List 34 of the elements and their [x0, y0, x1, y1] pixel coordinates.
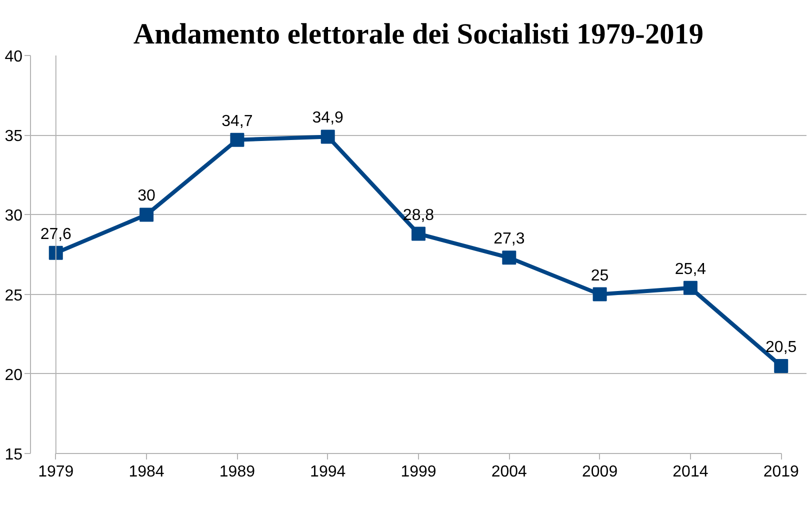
data-label: 25,4: [674, 260, 706, 278]
data-label: 25: [590, 267, 609, 284]
data-label: 34,7: [222, 112, 253, 130]
point: [230, 132, 244, 147]
point: [412, 226, 426, 241]
data-label: 34,9: [312, 110, 344, 127]
y-tick-label: 30: [4, 208, 23, 225]
point: [592, 287, 607, 302]
chart-title: Andamento elettorale dei Socialisti 1979-2019: [133, 18, 704, 50]
x-tick-label: 1984: [128, 464, 164, 480]
data-label: 28,8: [402, 206, 434, 224]
x-tick-label: 1999: [400, 464, 436, 480]
data-label: 20,5: [766, 338, 797, 356]
y-tick-label: 40: [4, 48, 23, 66]
x-tick-label: 2009: [582, 464, 618, 480]
x-tick-label: 2014: [672, 464, 708, 480]
x-tick-label: 1994: [310, 464, 346, 480]
point: [683, 280, 698, 295]
y-tick-label: 25: [4, 287, 23, 304]
y-tick-label: 20: [4, 366, 23, 384]
point: [502, 250, 516, 265]
point: [320, 130, 335, 144]
x-tick-label: 2019: [763, 464, 800, 480]
point: [48, 246, 63, 260]
point: [140, 208, 154, 222]
data-label: 27,3: [494, 230, 525, 248]
data-label: 27,6: [40, 226, 72, 243]
point: [774, 358, 788, 373]
x-tick-label: 2004: [491, 464, 528, 480]
x-tick-label: 1989: [219, 464, 256, 480]
data-label: 30: [138, 188, 156, 205]
y-tick-label: 35: [4, 128, 23, 146]
x-tick-label: 1979: [38, 464, 74, 480]
y-tick-label: 15: [4, 446, 23, 464]
